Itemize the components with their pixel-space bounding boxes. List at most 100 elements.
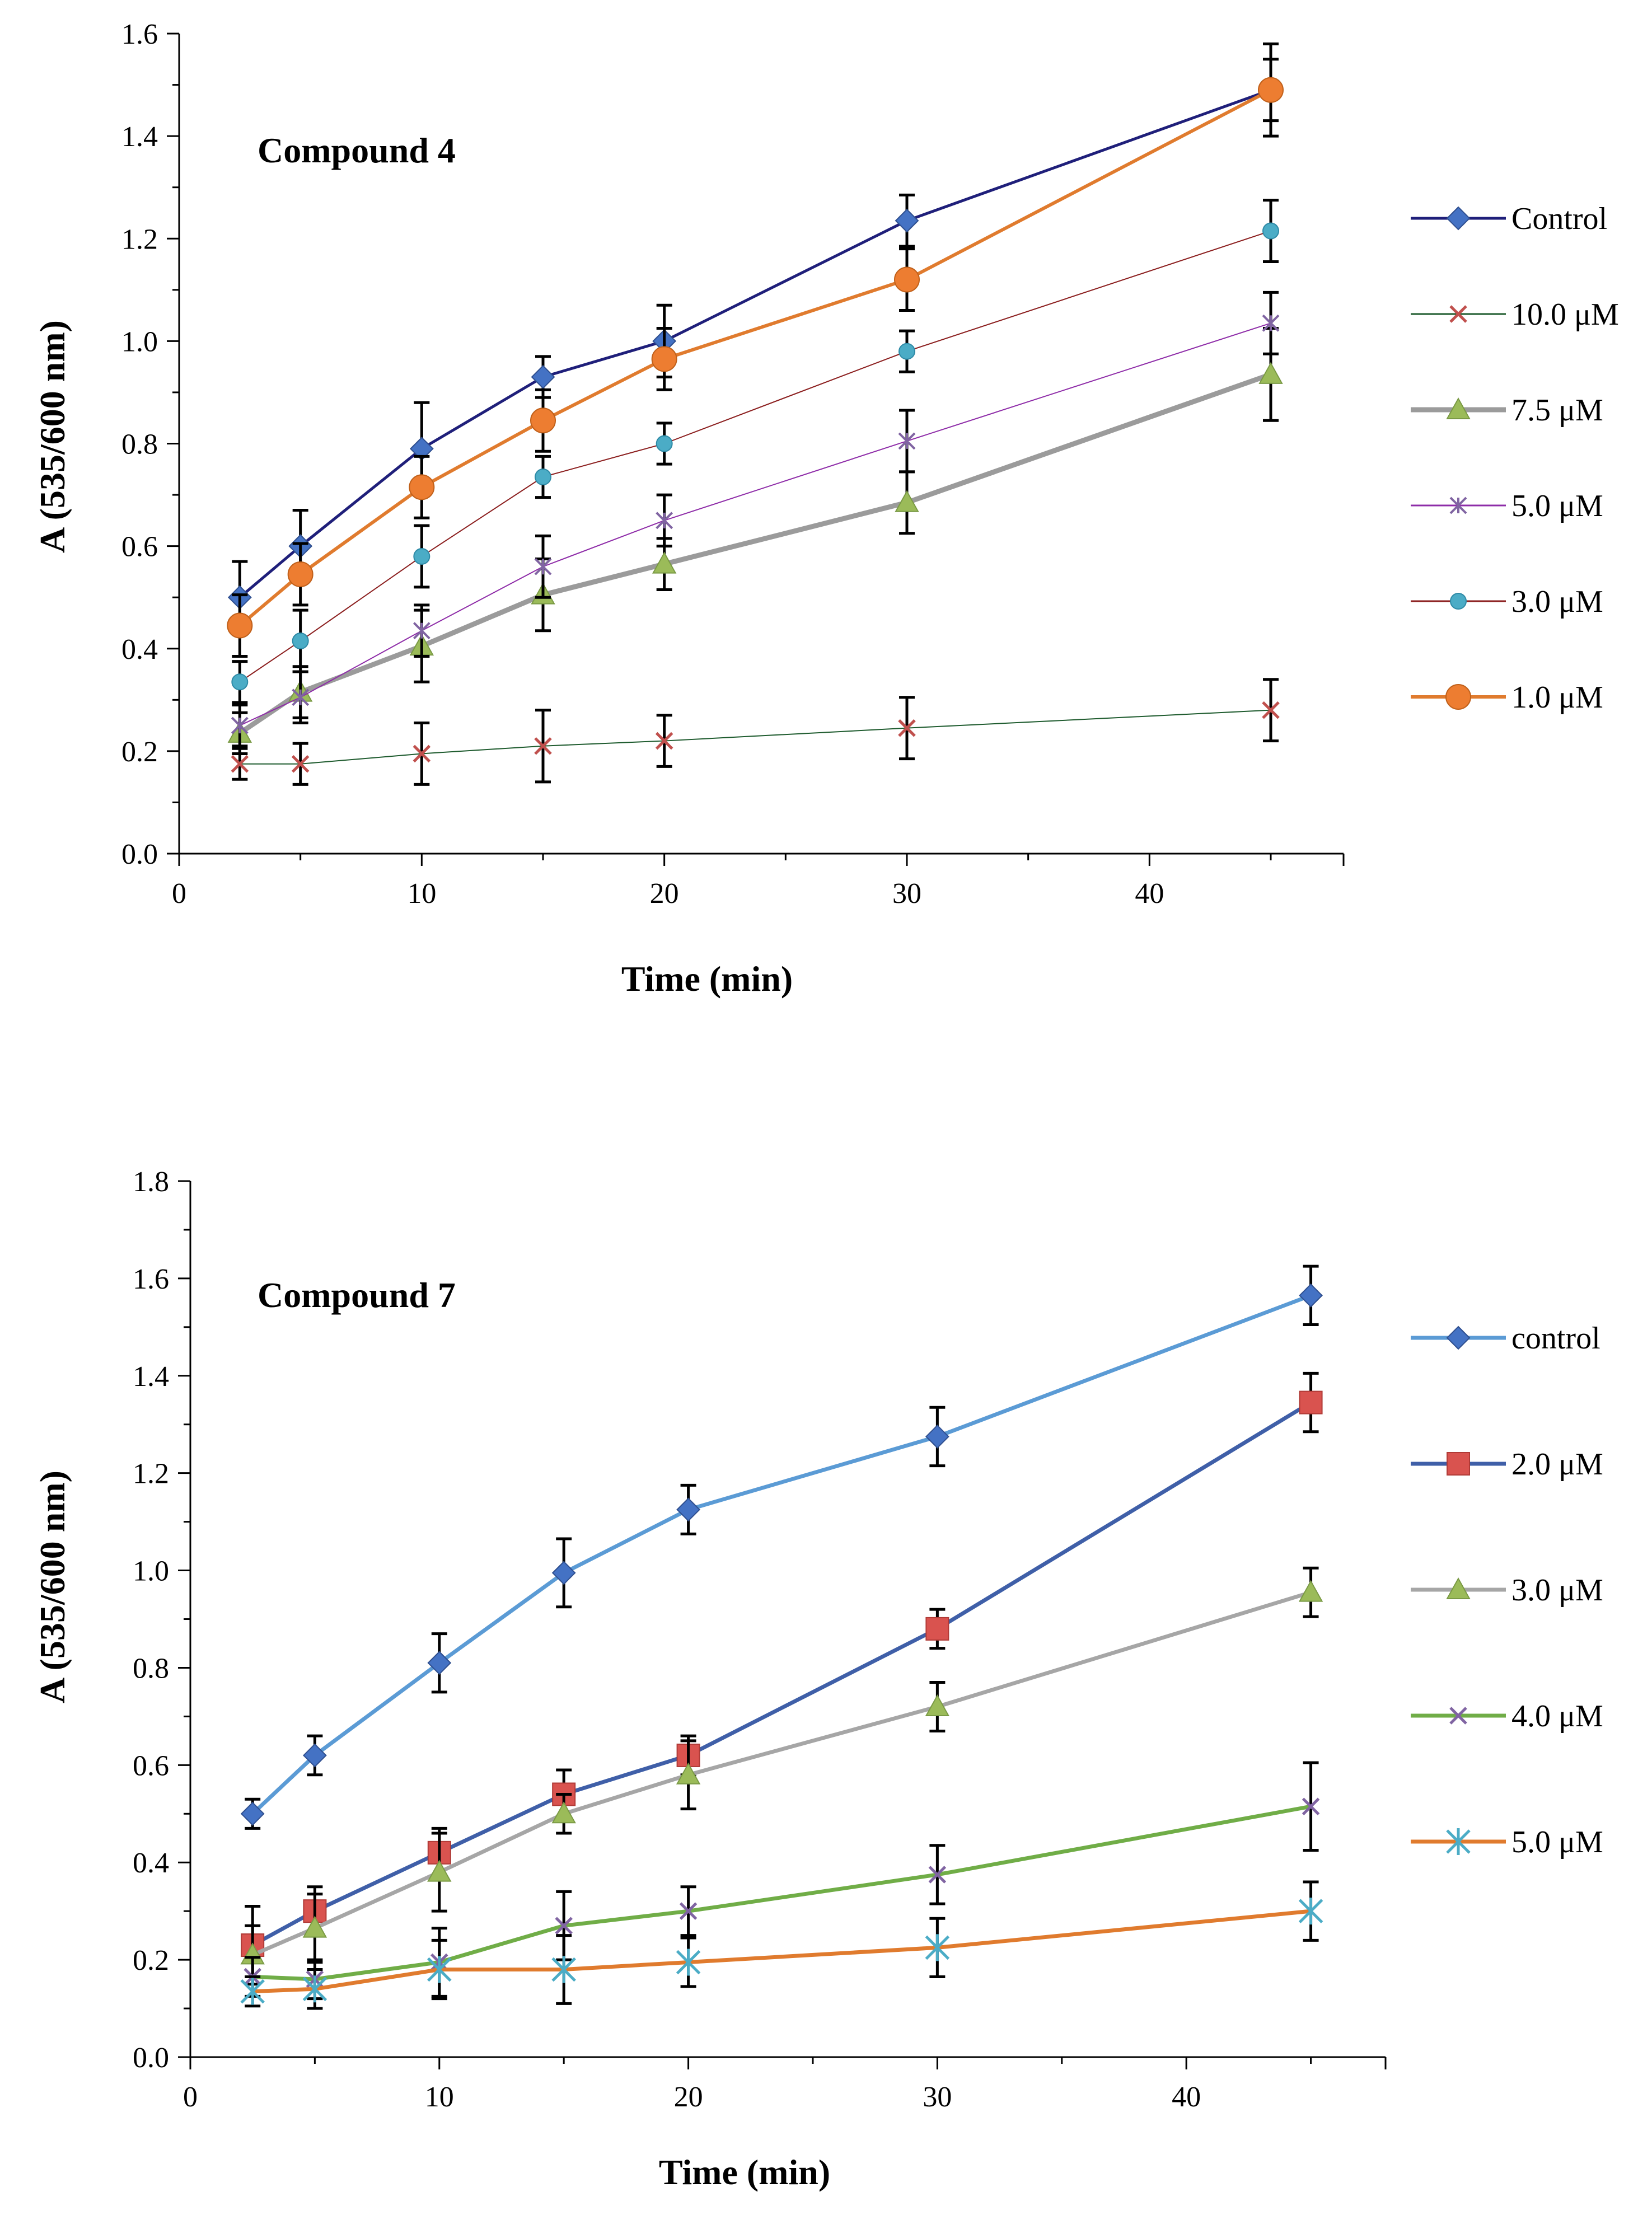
legend-swatch-marker	[1447, 1452, 1470, 1476]
legend-entry-2-0-m: 2.0 μM	[1411, 1447, 1603, 1482]
legend-entry-4-0-m: 4.0 μM	[1411, 1699, 1603, 1734]
data-point	[1299, 1283, 1323, 1308]
series-compound-4-10-0-m	[231, 678, 1280, 786]
legend-entry-5-0-m: 5.0 μM	[1411, 1825, 1603, 1860]
legend-label: Control	[1511, 202, 1607, 236]
series-line-4-0-m	[252, 1804, 1312, 1982]
data-point	[413, 744, 431, 763]
y-tick-label: 1.8	[133, 1166, 169, 1198]
legend-compound-4: Control 10.0 μM 7.5 μM 5.0 μM 3.0 μM 1.0 μM	[1411, 202, 1619, 715]
data-point	[679, 1902, 698, 1920]
series-line-5-0-m	[239, 322, 1271, 727]
x-tick-label: 10	[407, 878, 436, 910]
data-point	[894, 266, 920, 293]
series-compound-4-3-0-m	[231, 199, 1279, 704]
data-point	[676, 1762, 701, 1785]
data-point	[427, 1651, 452, 1675]
y-tick-label: 0.6	[133, 1750, 169, 1782]
data-point	[1262, 314, 1280, 332]
plot-area-compound-4: 0.0 0.2 0.4 0.6 0.8 1.0 1.2 1.4 1.6 0 10 20 30 40	[121, 18, 1345, 910]
data-point	[1298, 1580, 1323, 1602]
legend-entry-control: Control	[1411, 202, 1607, 236]
data-point	[531, 365, 555, 389]
data-point	[1258, 77, 1284, 103]
data-point	[1262, 701, 1280, 719]
legend-entry-1-0-m: 1.0 μM	[1411, 680, 1603, 715]
legend-swatch-marker	[1449, 497, 1467, 514]
series-compound-4-5-0-m	[231, 291, 1280, 748]
data-point	[302, 1975, 327, 2003]
y-axis-title-compound-7: A (535/600 nm)	[32, 1470, 72, 1703]
y-tick-label: 1.0	[121, 326, 158, 358]
data-point	[292, 633, 309, 650]
x-tick-label: 0	[183, 2081, 198, 2113]
data-point	[530, 408, 556, 434]
data-point	[898, 719, 916, 737]
legend-entry-5-0-m: 5.0 μM	[1411, 489, 1603, 523]
legend-swatch-marker	[1446, 206, 1471, 231]
x-tick-label: 10	[425, 2081, 454, 2113]
y-tick-label: 1.0	[133, 1556, 169, 1587]
series-compound-7-4-0-m	[244, 1761, 1320, 2001]
legend-swatch-marker	[1449, 305, 1467, 323]
x-tick-label: 40	[1135, 878, 1164, 910]
data-point	[427, 1956, 452, 1983]
x-tick-label: 30	[923, 2081, 952, 2113]
chart-title-compound-7: Compound 7	[258, 1275, 456, 1315]
series-compound-7-3-0-m	[240, 1566, 1323, 1986]
series-line-1-0-m	[238, 88, 1272, 627]
data-point	[898, 432, 916, 450]
series-compound-7-control	[240, 1264, 1323, 1830]
data-point	[302, 1743, 327, 1768]
data-point	[231, 755, 249, 773]
data-point	[928, 1866, 947, 1884]
series-compound-7-5-0-m	[240, 1880, 1323, 2010]
series-line-5-0-m	[252, 1909, 1311, 1994]
series-compound-4-7-5-m	[227, 326, 1283, 755]
x-axis-title-compound-7: Time (min)	[659, 2152, 830, 2192]
legend-entry-10-0-m: 10.0 μM	[1411, 297, 1619, 332]
y-tick-label: 1.2	[133, 1458, 169, 1490]
data-point	[413, 622, 430, 640]
y-tick-label: 0.4	[133, 1847, 169, 1879]
legend-label: 3.0 μM	[1511, 1573, 1603, 1608]
legend-entry-3-0-m: 3.0 μM	[1411, 584, 1603, 619]
data-point	[1298, 1898, 1323, 1925]
legend-swatch-marker	[1450, 593, 1467, 610]
data-point	[1262, 222, 1279, 240]
data-point	[1299, 1390, 1323, 1415]
y-tick-label: 1.6	[121, 18, 158, 50]
legend-entry-3-0-m: 3.0 μM	[1411, 1573, 1603, 1608]
y-tick-label: 0.6	[121, 531, 158, 563]
y-tick-label: 0.2	[121, 736, 158, 768]
data-point	[925, 1617, 949, 1641]
data-point	[551, 1561, 576, 1585]
legend-entry-control: control	[1411, 1321, 1600, 1356]
data-point	[292, 689, 310, 706]
x-tick-label: 0	[172, 878, 186, 910]
data-point	[551, 1956, 576, 1983]
data-point	[413, 547, 430, 565]
y-tick-label: 0.2	[133, 1945, 169, 1977]
x-tick-label: 30	[892, 878, 921, 910]
data-point	[287, 561, 313, 587]
legend-swatch-marker	[1449, 1707, 1467, 1725]
data-point	[231, 716, 249, 734]
x-tick-label: 20	[650, 878, 679, 910]
y-tick-label: 0.0	[121, 839, 158, 870]
legend-label: 5.0 μM	[1511, 1825, 1603, 1860]
x-tick-label: 40	[1172, 2081, 1201, 2113]
y-tick-label: 1.2	[121, 223, 158, 255]
legend-swatch-marker	[1445, 684, 1471, 710]
data-point	[1258, 362, 1283, 384]
chart-compound-4: 0.0 0.2 0.4 0.6 0.8 1.0 1.2 1.4 1.6 0 10 20 30 40 Com…	[32, 18, 1619, 999]
legend-swatch-marker	[1446, 1577, 1471, 1599]
data-point	[925, 1425, 949, 1449]
legend-swatch-marker	[1446, 1828, 1471, 1855]
y-tick-label: 0.8	[133, 1652, 169, 1684]
y-tick-label: 1.4	[133, 1361, 169, 1393]
chart-compound-7: 0.00.20.40.60.81.01.21.41.61.80 10 20 30 40 …	[32, 1166, 1603, 2192]
legend-label: 4.0 μM	[1511, 1699, 1603, 1734]
x-tick-label: 20	[674, 2081, 703, 2113]
data-point	[895, 208, 919, 233]
